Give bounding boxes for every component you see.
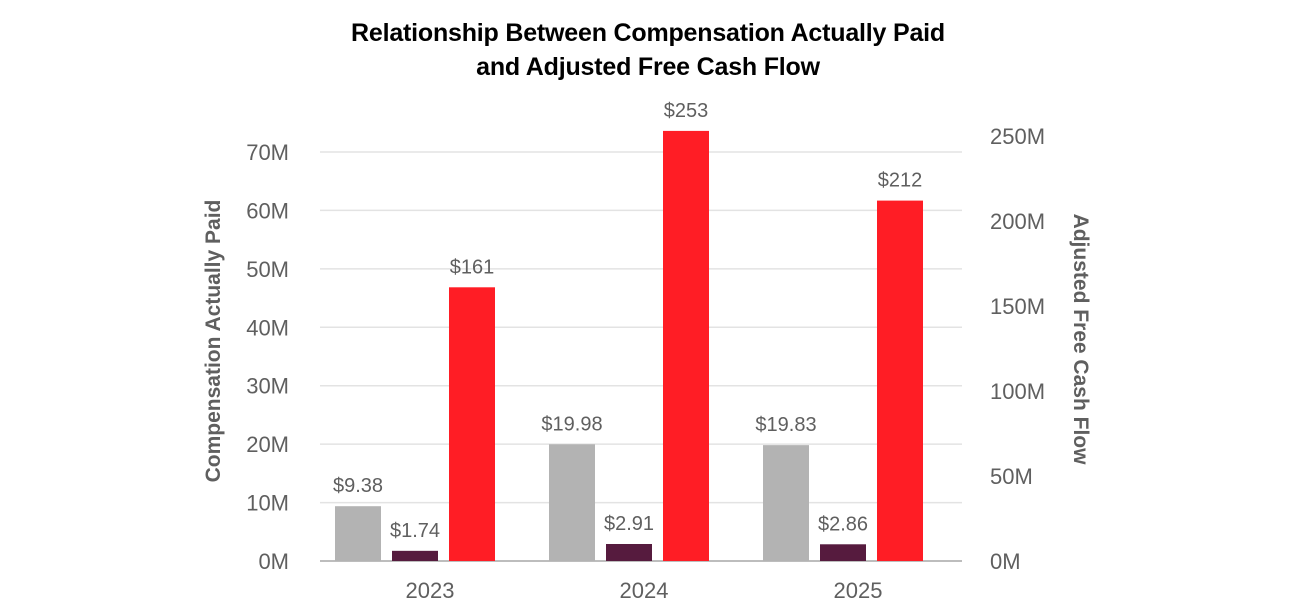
y-tick-label: 70M [246,140,289,165]
gridlines [320,151,962,562]
data-label: $1.74 [390,520,440,542]
data-labels: $9.38 $1.74 $161 $19.98 $2.91 $253 $19.83 $2.86… [333,100,922,542]
y-tick-label: 0M [258,549,289,574]
y-tick-label: 20M [246,432,289,457]
y2-axis-title: Adjusted Free Cash Flow [1069,214,1092,466]
data-label: $9.38 [333,475,383,497]
data-label: $19.98 [541,413,602,435]
y-axis-title: Compensation Actually Paid [202,200,225,483]
y2-tick-label: 150M [990,294,1045,319]
bar-2023-series-3 [449,287,495,561]
bar-2025-series-2 [820,544,866,561]
bar-2023-series-2 [392,550,438,561]
x-tick-label: 2025 [834,578,883,603]
chart-title-line-2: and Adjusted Free Cash Flow [476,53,820,81]
bar-2025-series-1 [763,445,809,561]
y2-tick-label: 50M [990,464,1033,489]
y2-tick-label: 200M [990,209,1045,234]
bar-2024-series-1 [549,444,595,561]
data-label: $253 [664,100,709,122]
data-label: $19.83 [755,414,816,436]
data-label: $2.91 [604,513,654,535]
chart-title: Relationship Between Compensation Actual… [0,16,1296,84]
chart-title-line-1: Relationship Between Compensation Actual… [351,19,945,47]
bar-2024-series-3 [663,130,709,561]
y-tick-label: 30M [246,374,289,399]
x-tick-label: 2023 [406,578,455,603]
bars [335,130,923,561]
bar-2025-series-3 [877,200,923,561]
y2-tick-label: 100M [990,379,1045,404]
bar-2023-series-1 [335,506,381,561]
x-tick-label: 2024 [620,578,669,603]
y-tick-label: 40M [246,315,289,340]
y-tick-label: 60M [246,198,289,223]
data-label: $2.86 [818,513,868,535]
data-label: $161 [450,256,495,278]
tick-labels: 0M 10M 20M 30M 40M 50M 60M 70M 0M 50M 100M 150M 200M… [246,124,1045,603]
y2-tick-label: 0M [990,549,1021,574]
y-tick-label: 10M [246,491,289,516]
bar-2024-series-2 [606,543,652,561]
y2-tick-label: 250M [990,124,1045,149]
y-tick-label: 50M [246,257,289,282]
data-label: $212 [878,170,923,192]
